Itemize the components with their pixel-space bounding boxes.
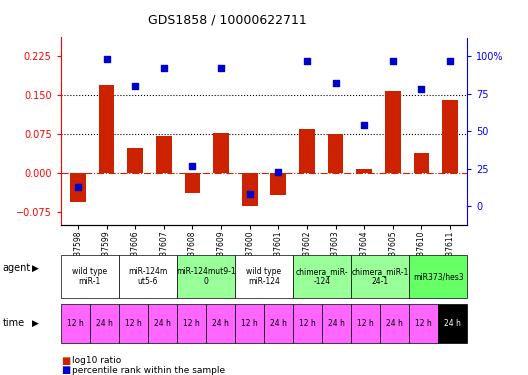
Text: wild type
miR-1: wild type miR-1 [72,267,107,286]
Text: GDS1858 / 10000622711: GDS1858 / 10000622711 [148,13,307,26]
Text: 12 h: 12 h [241,319,258,328]
Point [74,184,82,190]
Text: 24 h: 24 h [270,319,287,328]
Point [217,65,225,71]
Text: time: time [3,318,25,328]
Text: miR373/hes3: miR373/hes3 [413,272,464,281]
Text: ■: ■ [61,366,70,375]
Text: percentile rank within the sample: percentile rank within the sample [72,366,225,375]
Text: chimera_miR-1
24-1: chimera_miR-1 24-1 [352,267,409,286]
Text: 12 h: 12 h [416,319,432,328]
Bar [70,173,86,202]
Bar [270,173,286,195]
Bar [328,134,343,173]
Text: 24 h: 24 h [445,319,461,328]
Text: log10 ratio: log10 ratio [72,356,121,365]
Text: 12 h: 12 h [125,319,142,328]
Text: ▶: ▶ [32,264,40,272]
Text: 12 h: 12 h [67,319,83,328]
Point [360,122,369,128]
Bar [213,134,229,173]
Text: 12 h: 12 h [299,319,316,328]
Point [274,169,282,175]
Text: 24 h: 24 h [328,319,345,328]
Text: 12 h: 12 h [183,319,200,328]
Text: agent: agent [3,263,31,273]
Bar [185,173,200,193]
Bar [299,129,315,173]
Point [389,58,397,64]
Bar [156,136,172,173]
Text: 24 h: 24 h [212,319,229,328]
Text: ■: ■ [61,356,70,366]
Point [332,80,340,86]
Text: 12 h: 12 h [357,319,374,328]
Point [159,65,168,71]
Bar [385,91,401,173]
Text: miR-124m
ut5-6: miR-124m ut5-6 [128,267,167,286]
Point [417,86,426,92]
Text: ▶: ▶ [32,319,40,328]
Bar [127,148,143,173]
Bar [356,169,372,173]
Bar [442,100,458,173]
Text: chimera_miR-
-124: chimera_miR- -124 [296,267,348,286]
Point [246,191,254,197]
Point [131,83,139,89]
Bar [413,153,429,173]
Text: miR-124mut9-1
0: miR-124mut9-1 0 [176,267,235,286]
Text: 24 h: 24 h [154,319,171,328]
Point [303,58,311,64]
Bar [99,86,115,173]
Text: wild type
miR-124: wild type miR-124 [247,267,281,286]
Bar [242,173,258,206]
Text: 24 h: 24 h [96,319,112,328]
Point [446,58,454,64]
Text: 24 h: 24 h [386,319,403,328]
Point [188,163,196,169]
Point [102,56,111,62]
